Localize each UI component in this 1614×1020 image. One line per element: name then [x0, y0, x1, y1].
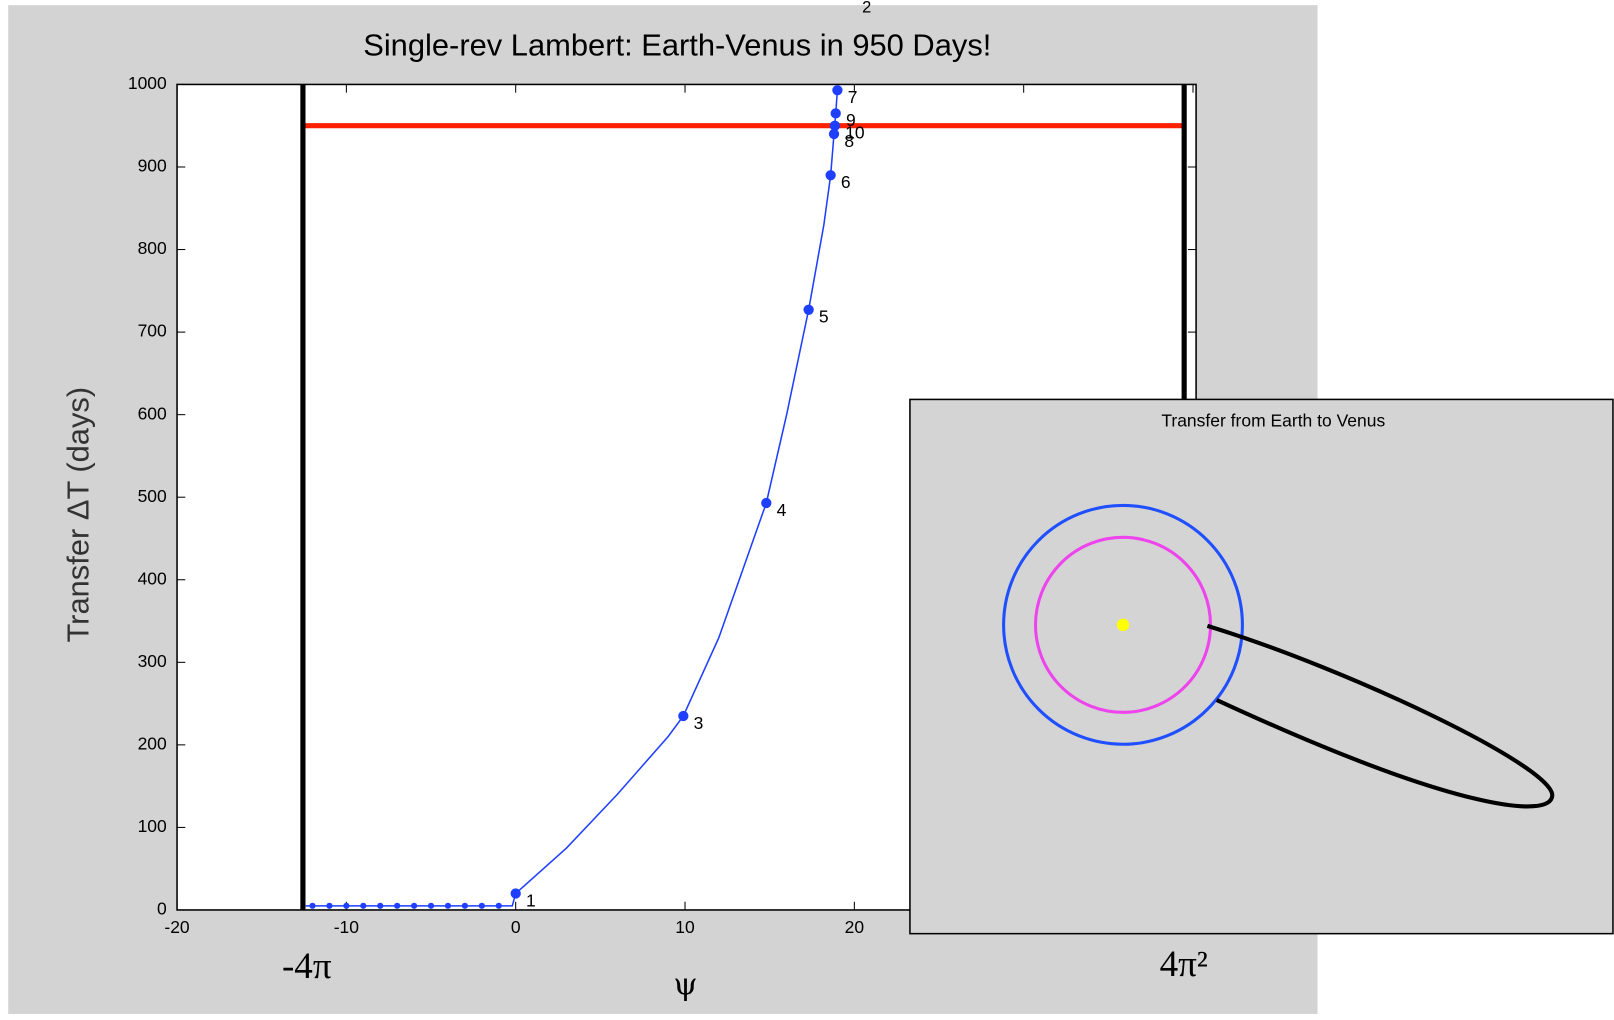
y-tick-label: 300 [138, 651, 167, 671]
annotation: 2 [862, 0, 871, 17]
data-point [495, 902, 502, 909]
chart-title: Single-rev Lambert: Earth-Venus in 950 D… [363, 28, 991, 63]
point-label: 7 [848, 87, 858, 107]
y-tick-label: 700 [138, 321, 167, 341]
y-tick-label: 1000 [128, 73, 167, 93]
data-point [678, 710, 689, 722]
sun [1116, 618, 1130, 632]
point-label: 4 [777, 500, 787, 520]
point-label: 8 [844, 131, 854, 151]
data-line [305, 90, 839, 907]
data-point [343, 902, 350, 909]
y-tick-label: 200 [138, 733, 167, 753]
data-point [825, 170, 836, 181]
data-point [461, 902, 468, 909]
earth-orbit [1002, 503, 1244, 746]
data-point [510, 888, 521, 899]
data-point [411, 902, 418, 909]
y-tick-label: 600 [138, 403, 167, 423]
data-point [832, 85, 843, 96]
point-label: 1 [526, 890, 536, 910]
inset: Transfer from Earth to Venus [909, 398, 1614, 935]
x-axis-label: ψ [673, 967, 697, 1003]
inset-title: Transfer from Earth to Venus [1161, 411, 1385, 431]
data-point [444, 902, 452, 909]
x-tick-label: 10 [675, 917, 695, 937]
data-point [377, 902, 384, 909]
y-tick-label: 400 [138, 568, 167, 588]
transfer-orbit [1206, 623, 1555, 809]
x-tick-label: -10 [334, 917, 360, 937]
data-point [478, 902, 485, 909]
data-point [829, 120, 841, 131]
data-point [830, 108, 841, 119]
data-point [803, 304, 814, 315]
point-label: 6 [841, 172, 851, 192]
point-label: 3 [694, 713, 704, 733]
point-label: 5 [819, 307, 829, 327]
x-tick-label: 20 [845, 917, 865, 937]
y-tick-label: 0 [157, 899, 167, 919]
data-point [309, 902, 316, 909]
point-label: 9 [846, 110, 856, 130]
data-point [326, 902, 333, 909]
y-tick-label: 800 [138, 238, 167, 258]
data-point [394, 902, 401, 909]
annotation: 4π² [1160, 944, 1208, 985]
y-tick-label: 500 [138, 486, 167, 506]
data-point [427, 902, 435, 909]
x-tick-label: -20 [164, 917, 190, 937]
data-point [761, 497, 772, 509]
point-label: 10 [845, 123, 865, 143]
data-point [828, 128, 840, 140]
x-tick-label: 0 [511, 917, 521, 937]
y-tick-label: 100 [138, 816, 167, 836]
data-point [360, 902, 367, 909]
annotation: -4π [282, 946, 332, 987]
inset-background [909, 398, 1614, 935]
y-tick-label: 900 [138, 156, 167, 176]
y-axis-label: Transfer ΔT (days) [60, 387, 95, 643]
